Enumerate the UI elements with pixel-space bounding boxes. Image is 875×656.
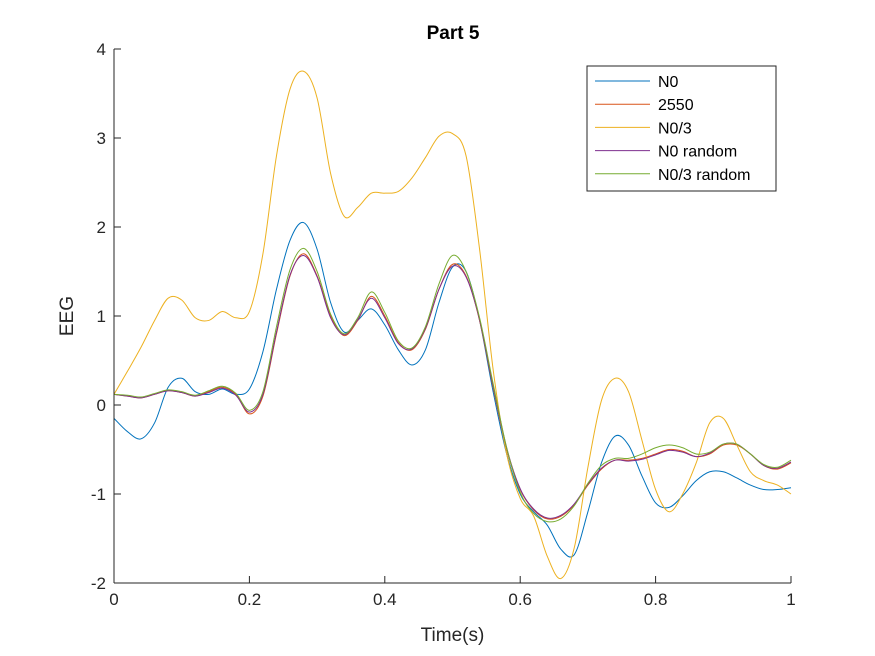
y-tick-label: 4 — [97, 40, 106, 59]
y-tick-label: -1 — [91, 485, 106, 504]
legend-label-1: 2550 — [658, 97, 694, 114]
y-tick-label: 2 — [97, 218, 106, 237]
y-tick-label: 1 — [97, 307, 106, 326]
x-tick-label: 0.8 — [644, 590, 668, 609]
legend-label-4: N0/3 random — [658, 167, 751, 184]
legend-label-2: N0/3 — [658, 120, 692, 137]
series-line-0 — [113, 221, 792, 558]
x-tick-label: 0.4 — [373, 590, 397, 609]
series-line-3 — [113, 254, 792, 519]
y-tick-label: 3 — [97, 129, 106, 148]
y-tick-label: -2 — [91, 574, 106, 593]
axes-layer: 0 0.2 0.4 0.6 0.8 1 -2 -1 0 1 2 3 4 — [91, 40, 796, 609]
series-line-1 — [113, 253, 792, 520]
y-tick-label: 0 — [97, 396, 106, 415]
y-axis-label: EEG — [57, 296, 78, 336]
x-tick-label: 0.6 — [508, 590, 532, 609]
x-tick-label: 1 — [786, 590, 795, 609]
series-line-4 — [113, 247, 792, 523]
legend-box — [586, 65, 777, 192]
legend: N0 2550 N0/3 N0 random N0/3 random — [586, 65, 777, 192]
series-line-2 — [113, 70, 792, 580]
legend-label-3: N0 random — [658, 144, 737, 161]
x-tick-label: 0 — [109, 590, 118, 609]
series-layer — [113, 70, 792, 580]
legend-label-0: N0 — [658, 74, 679, 91]
x-tick-label: 0.2 — [238, 590, 262, 609]
x-axis-label: Time(s) — [421, 625, 485, 646]
chart-title: Part 5 — [427, 23, 480, 44]
